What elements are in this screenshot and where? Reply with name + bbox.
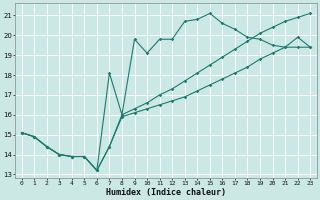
X-axis label: Humidex (Indice chaleur): Humidex (Indice chaleur) [106,188,226,197]
